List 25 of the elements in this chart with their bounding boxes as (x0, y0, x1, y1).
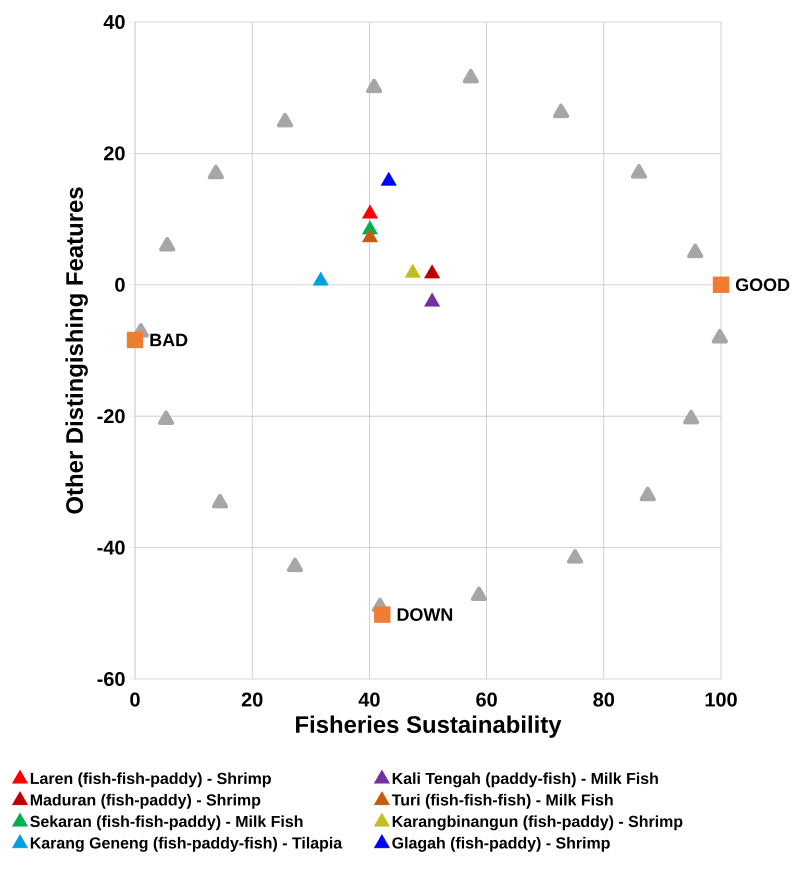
legend-label: Turi (fish-fish-fish) - Milk Fish (392, 794, 613, 809)
annotation: BAD (150, 334, 188, 346)
legend-label: Glagah (fish-paddy) - Shrimp (392, 836, 610, 852)
x-tick-label: 40 (358, 692, 380, 707)
legend-label: Karangbinangun (fish-paddy) - Shrimp (392, 815, 682, 830)
y-tick-label: 20 (104, 146, 125, 160)
legend-label: Kali Tengah (paddy-fish) - Milk Fish (392, 772, 658, 788)
legend-label: Sekaran (fish-fish-paddy) - Milk Fish (30, 815, 302, 830)
x-axis-title: Fisheries Sustainability (296, 715, 562, 738)
x-tick-label: 80 (593, 692, 614, 707)
y-axis-title: Other Distingishing Features (65, 187, 88, 514)
legend-label: Laren (fish-fish-paddy) - Shrimp (30, 772, 271, 788)
legend-label: Karang Geneng (fish-paddy-fish) - Tilapia (30, 836, 342, 852)
x-tick-label: 100 (706, 692, 737, 707)
y-tick-label: 40 (104, 14, 125, 30)
y-tick-label: 0 (115, 278, 125, 292)
y-tick-label: -20 (97, 409, 125, 424)
x-tick-label: 20 (242, 692, 262, 707)
legend-label: Maduran (fish-paddy) - Shrimp (30, 794, 260, 809)
x-tick-label: 60 (476, 692, 497, 707)
annotation: GOOD (736, 278, 790, 292)
y-tick-label: -40 (97, 540, 125, 555)
annotation: DOWN (398, 608, 452, 621)
y-tick-label: -60 (97, 672, 125, 686)
x-tick-label: 0 (130, 692, 140, 707)
